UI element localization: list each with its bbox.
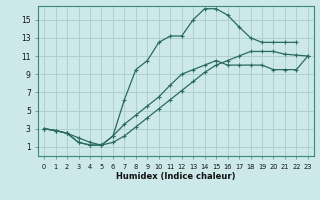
X-axis label: Humidex (Indice chaleur): Humidex (Indice chaleur) — [116, 172, 236, 181]
